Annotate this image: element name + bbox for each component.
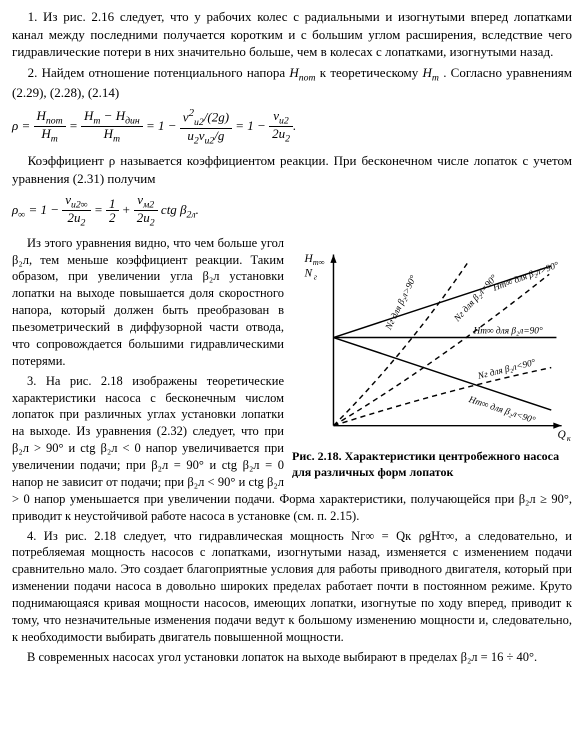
eq1-frac2: Hт − Hдин Hт <box>81 109 143 145</box>
figure-2-18: Hт∞NгQкNг для β₂л>90°Nг для β₂л=90°Hт∞ д… <box>292 239 572 481</box>
svg-text:т∞: т∞ <box>313 258 325 267</box>
eq1-lhs: ρ = <box>12 118 30 133</box>
svg-text:Nг для β₂л<90°: Nг для β₂л<90° <box>476 357 537 382</box>
svg-text:Q: Q <box>557 429 566 441</box>
eq1-frac3: v2u2/(2g) u2vu2/g <box>180 108 232 146</box>
equation-rho: ρ = Hпот Hт = Hт − Hдин Hт = 1 − v2u2/(2… <box>12 108 572 146</box>
svg-text:к: к <box>567 434 571 443</box>
eq1-frac4: vu2 2u2 <box>269 109 293 145</box>
para-7: В современных насосах угол установки лоп… <box>12 649 572 666</box>
para-6: 4. Из рис. 2.18 следует, что гидравличес… <box>12 528 572 646</box>
svg-text:N: N <box>303 267 313 279</box>
equation-rho-inf: ρ∞ = 1 − vu2∞ 2u2 = 1 2 + vм2 2u2 ctg β2… <box>12 193 572 229</box>
var-ht: H <box>423 65 432 80</box>
var-hpot-sub: пот <box>299 72 316 83</box>
eq1-frac1: Hпот Hт <box>34 109 66 145</box>
svg-text:Nг для β₂л=90°: Nг для β₂л=90° <box>451 272 499 324</box>
para-2: 2. Найдем отношение потенциального напор… <box>12 64 572 102</box>
p2-text-b: к теоретическому <box>320 65 423 80</box>
var-hpot: H <box>289 65 298 80</box>
svg-text:Nг для β₂л>90°: Nг для β₂л>90° <box>383 273 419 332</box>
var-ht-sub: т <box>432 72 439 83</box>
svg-text:Hт∞ для β₂л>90°: Hт∞ для β₂л>90° <box>491 259 561 293</box>
chart-svg: Hт∞NгQкNг для β₂л>90°Nг для β₂л=90°Hт∞ д… <box>292 239 572 446</box>
para-3: Коэффициент ρ называется коэффициентом р… <box>12 152 572 187</box>
p2-text-a: 2. Найдем отношение потенциального напор… <box>28 65 290 80</box>
para-1: 1. Из рис. 2.16 следует, что у рабочих к… <box>12 8 572 61</box>
svg-text:г: г <box>314 272 318 281</box>
figure-caption: Рис. 2.18. Характеристики центробежного … <box>292 448 572 480</box>
svg-text:Hт∞ для β₂л=90°: Hт∞ для β₂л=90° <box>472 325 542 336</box>
svg-text:Hт∞ для β₂л<90°: Hт∞ для β₂л<90° <box>466 394 536 426</box>
